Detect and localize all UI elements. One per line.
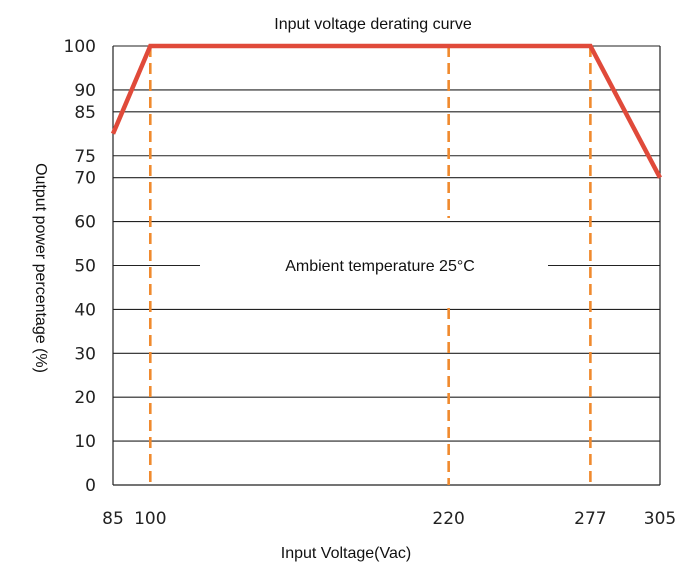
y-tick-label-70: 70	[74, 169, 96, 189]
y-axis-label: Output power percentage (%)	[32, 163, 49, 373]
x-axis-label: Input Voltage(Vac)	[281, 545, 411, 562]
y-tick-label-50: 50	[74, 257, 96, 277]
y-tick-label-75: 75	[74, 147, 96, 167]
x-tick-label-220: 220	[432, 509, 464, 529]
y-tick-label-20: 20	[74, 388, 96, 408]
y-tick-label-85: 85	[74, 103, 96, 123]
ambient-temperature-annotation: Ambient temperature 25°C	[285, 258, 475, 275]
x-tick-label-85: 85	[102, 509, 124, 529]
x-tick-labels: 85 100 220 277 305	[102, 509, 676, 529]
x-tick-label-100: 100	[134, 509, 166, 529]
reference-lines	[148, 46, 592, 485]
x-tick-label-277: 277	[574, 509, 606, 529]
y-tick-label-100: 100	[64, 37, 96, 57]
plot-frame	[112, 46, 661, 486]
y-tick-label-60: 60	[74, 213, 96, 233]
chart-title: Input voltage derating curve	[274, 16, 472, 33]
y-tick-label-90: 90	[74, 81, 96, 101]
y-tick-label-30: 30	[74, 344, 96, 364]
x-tick-label-305: 305	[644, 509, 676, 529]
y-tick-label-40: 40	[74, 300, 96, 320]
derating-curve-line	[110, 43, 662, 179]
y-tick-label-0: 0	[85, 476, 96, 496]
y-tick-label-10: 10	[74, 432, 96, 452]
annotation-background	[200, 232, 548, 306]
derating-curve-group	[110, 43, 662, 179]
